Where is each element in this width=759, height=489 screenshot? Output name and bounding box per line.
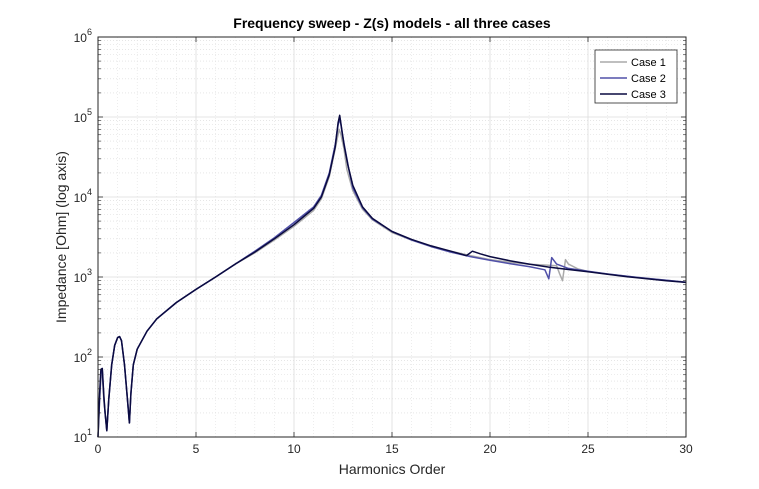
y-tick-label: 105 <box>74 107 92 125</box>
legend-label-case-2: Case 2 <box>631 73 666 85</box>
y-axis-label: Impedance [Ohm] (log axis) <box>53 151 69 323</box>
series-layer <box>97 114 687 438</box>
x-tick-label: 25 <box>581 442 595 456</box>
chart-title: Frequency sweep - Z(s) models - all thre… <box>233 15 551 31</box>
y-axis-ticks: 101 102 103 104 105 106 <box>74 27 686 445</box>
legend-label-case-3: Case 3 <box>631 89 666 101</box>
legend-label-case-1: Case 1 <box>631 57 666 69</box>
x-tick-label: 15 <box>385 442 399 456</box>
x-tick-label: 5 <box>193 442 200 456</box>
x-tick-label: 20 <box>483 442 497 456</box>
x-tick-label: 0 <box>95 442 102 456</box>
x-axis-label: Harmonics Order <box>339 461 446 477</box>
y-tick-label: 103 <box>74 267 92 285</box>
y-tick-label: 102 <box>74 347 92 365</box>
x-tick-label: 30 <box>679 442 693 456</box>
series-line-case-3 <box>97 114 687 438</box>
y-tick-label: 101 <box>74 427 92 445</box>
y-tick-label: 104 <box>74 187 92 205</box>
y-tick-label: 106 <box>74 27 92 45</box>
legend: Case 1 Case 2 Case 3 <box>594 49 678 104</box>
x-axis-ticks: 0 5 10 15 20 25 30 <box>95 37 693 456</box>
x-tick-label: 10 <box>287 442 301 456</box>
